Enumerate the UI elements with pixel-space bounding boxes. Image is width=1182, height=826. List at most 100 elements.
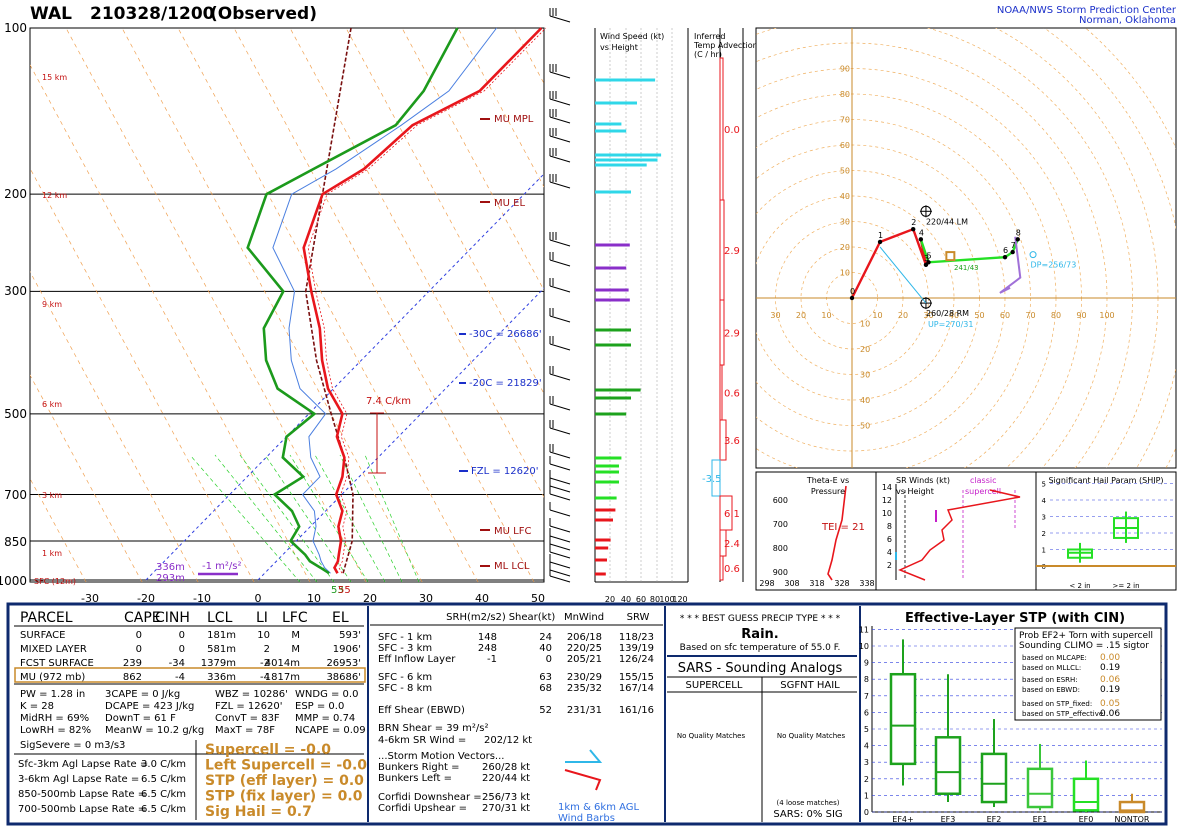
hodo-point (926, 260, 931, 265)
stp-box (889, 672, 917, 766)
org-line1: NOAA/NWS Storm Prediction Center (997, 5, 1177, 16)
wind-bar (595, 288, 629, 292)
eff-srh-label: -1 m²/s² (202, 561, 242, 572)
motion-label: Bunkers Left = (378, 773, 452, 784)
eff-bottom-height: 293m (156, 573, 185, 584)
kin-header: SRH(m2/s2) (446, 612, 506, 623)
p-label-1000: 1000 (0, 574, 27, 588)
mixing-ratio-line (314, 454, 386, 582)
parcel-cell: 1379m (201, 658, 236, 669)
stp-x-label: EF4+ (892, 815, 913, 824)
h-label: 1 km (42, 549, 62, 558)
corfidi-up-label: UP=270/31 (928, 320, 974, 329)
stp-y-label: 10 (859, 642, 869, 651)
wind-bar (595, 508, 616, 512)
kin-cell: 167/14 (619, 683, 654, 694)
stp-y-label: 6 (864, 708, 869, 717)
hodo-u-label: 80 (1051, 311, 1061, 320)
adv-value: 0.6 (724, 389, 740, 400)
index-cell: MMP = 0.74 (295, 713, 355, 724)
barb-staff (549, 135, 571, 143)
wind-bar (595, 464, 619, 468)
corfidi-downshear (1029, 251, 1037, 259)
stp-y-label: 8 (864, 675, 869, 684)
adv-title1: Inferred (694, 32, 725, 41)
hodo-upper (999, 236, 1022, 294)
parcel-header: CINH (155, 610, 190, 626)
stp-box (980, 752, 1008, 804)
theta-x-label: 338 (859, 579, 874, 588)
dry-adiabat (345, 28, 544, 395)
stp-y-label: 5 (864, 725, 869, 734)
sars-loose: (4 loose matches) (777, 799, 840, 807)
t-label: 10 (307, 592, 321, 605)
parcel-cell: 1817m (265, 672, 300, 683)
wind-barb (549, 486, 571, 501)
parcel-cell: 4014m (265, 658, 300, 669)
station-id: WAL (30, 4, 72, 24)
kin-cell: -1 (487, 654, 497, 665)
hodo-point (918, 237, 924, 242)
stp-x-label: NONTOR (1114, 815, 1149, 824)
sars-sig: SARS: 0% SIG (773, 809, 842, 820)
barb-staff (549, 525, 571, 533)
kin-header: SRW (627, 612, 650, 623)
composite-value: Supercell = -0.0 (205, 742, 331, 758)
parcel-cell: 593' (339, 630, 361, 641)
hodo-u-label: 30 (923, 311, 933, 320)
stp-y-label: 0 (864, 808, 869, 817)
sars-title: SARS - Sounding Analogs (678, 661, 843, 676)
temp-advection-panel: Inferred Temp Advection (C / hr) 0.0 2.9 2… (693, 28, 758, 582)
ship-y-label: 3 (1042, 514, 1046, 522)
wind-barb (549, 518, 571, 533)
kin-cell: 139/19 (619, 643, 654, 654)
mu-mpl: MU MPL (494, 114, 534, 125)
adv-layer (711, 459, 721, 497)
isotherm-0c (257, 287, 544, 581)
corfidi-down-label: DP=256/73 (1031, 260, 1077, 269)
index-cell: DCAPE = 423 J/kg (105, 701, 194, 712)
wind-barb (549, 568, 571, 583)
hodo-v-label: 30 (860, 371, 870, 380)
sounding-time: 210328/1200 (90, 4, 215, 24)
parcel-cell: M (291, 644, 300, 655)
adv-layer (719, 555, 724, 581)
ship-y-label: 4 (1042, 497, 1047, 505)
srw-y-label: 8 (887, 522, 892, 531)
m20-height: -20C = 21829' (469, 378, 542, 389)
hodo-u-label: 40 (949, 311, 959, 320)
parcel-cell: 336m (207, 672, 236, 683)
wind-axis: 60 (636, 595, 646, 604)
kinematics-table: SRH(m2/s2) Shear(kt) MnWind SRW SFC - 1 km 14… (370, 606, 666, 824)
storm-motion-title: ...Storm Motion Vectors... (378, 751, 504, 762)
stp-prob2: Sounding CLIMO = .15 sigtor (1019, 641, 1149, 651)
org-line2: Norman, Oklahoma (1079, 15, 1176, 26)
sample-barb-6km (565, 749, 603, 763)
srw-y-label: 10 (882, 509, 892, 518)
kin-cell: 155/15 (619, 672, 654, 683)
srw-y-label: 6 (887, 535, 892, 544)
index-cell: FZL = 12620' (215, 701, 282, 712)
barb-staff (549, 181, 571, 189)
precip-title: * * * BEST GUESS PRECIP TYPE * * * (680, 614, 841, 624)
hodo-v-label: 40 (860, 396, 870, 405)
kin-cell: 126/24 (619, 654, 654, 665)
mixing-ratio-line (289, 454, 369, 582)
hodo-point-label: 7 (1011, 241, 1016, 250)
dry-adiabat (30, 374, 143, 582)
hodo-u-label: 100 (1099, 311, 1114, 320)
stp-y-label: 9 (864, 659, 869, 668)
theta-title2: Pressure (811, 487, 845, 496)
barb-staff (549, 285, 571, 293)
hodo-u-label: 70 (1025, 311, 1035, 320)
barb-staff (549, 477, 571, 485)
wind-bar (595, 328, 631, 332)
stp-box (1026, 767, 1054, 809)
wind-barb (549, 420, 571, 435)
hodo-v-label: 20 (860, 345, 870, 354)
wind-barb (549, 308, 571, 323)
hodo-point (1015, 237, 1020, 242)
hodo-point-label: 5 (927, 251, 932, 260)
t-label: 50 (531, 592, 545, 605)
